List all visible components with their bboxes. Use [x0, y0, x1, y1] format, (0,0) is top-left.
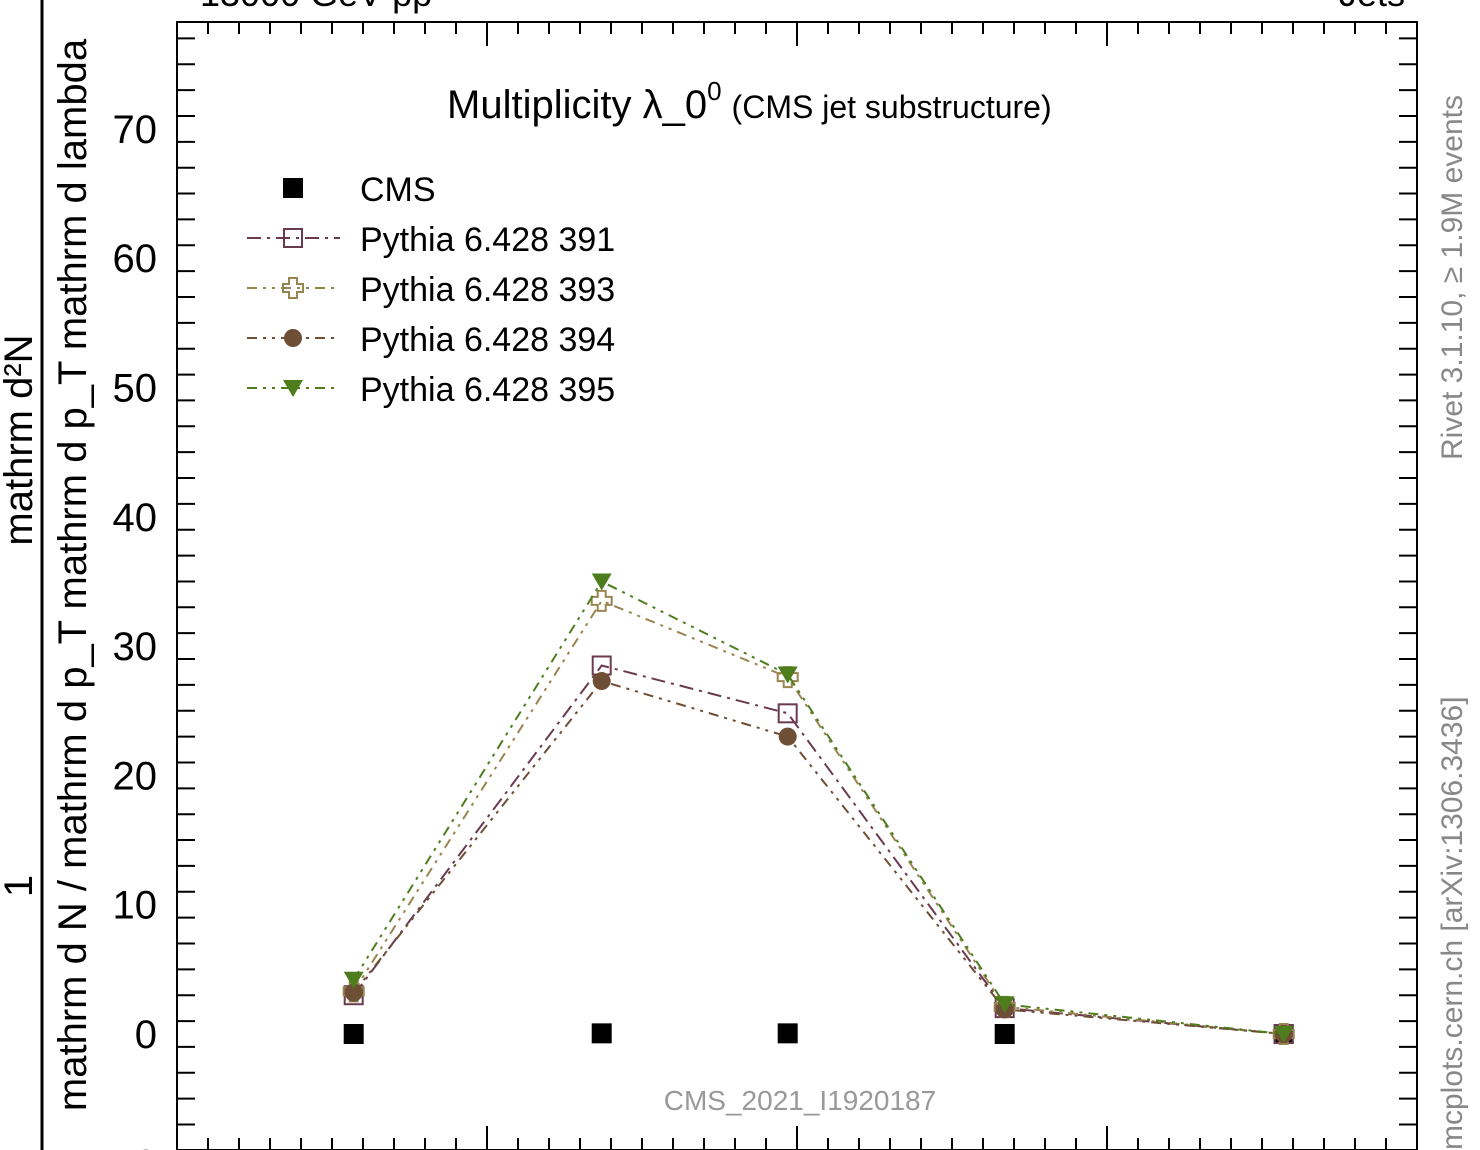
series-3: [344, 672, 1293, 1043]
series-line: [352, 599, 1284, 1035]
data-point: [344, 983, 363, 1002]
legend-label: Pythia 6.428 395: [360, 371, 615, 409]
data-point: [343, 971, 364, 989]
side-label-bottom: mcplots.cern.ch [arXiv:1306.3436]: [1436, 696, 1469, 1150]
data-point: [994, 1024, 1015, 1044]
legend-label: Pythia 6.428 391: [360, 221, 615, 259]
legend-marker: [283, 380, 303, 397]
y-tick-label: 20: [113, 754, 158, 798]
legend-label: Pythia 6.428 393: [360, 271, 615, 309]
data-point: [591, 1023, 612, 1044]
y-tick-labels: -10 0 10 20 30 40 50 60 70: [99, 108, 157, 1150]
data-point: [777, 1023, 798, 1044]
data-point: [1273, 1026, 1294, 1043]
series-line: [352, 580, 1284, 1035]
series-0: [343, 1023, 1294, 1044]
series-line: [352, 664, 1284, 1035]
series-4: [343, 573, 1294, 1043]
data-point: [591, 573, 612, 591]
data-point: [343, 1024, 364, 1044]
y-tick-label: 10: [113, 884, 158, 928]
chart-title-superscript: 0: [707, 76, 721, 106]
y-axis-label-factor: 1: [0, 875, 41, 897]
data-point: [994, 996, 1015, 1014]
data-point: [592, 672, 611, 691]
data-point: [777, 703, 798, 724]
series-1: [343, 655, 1294, 1044]
header-right-label: Jets: [1339, 0, 1405, 14]
header-left-label: 13000 GeV pp: [200, 0, 432, 14]
y-tick-label: 30: [113, 625, 158, 669]
legend-marker: [282, 277, 304, 299]
chart-title: Multiplicity λ_00 (CMS jet substructure): [447, 76, 1052, 127]
chart-title-suffix: (CMS jet substructure): [732, 89, 1052, 125]
series-layer: [342, 573, 1295, 1045]
legend-marker: [283, 178, 303, 198]
axis-ticks: [176, 22, 1418, 1150]
data-point: [778, 727, 797, 746]
series-2: [342, 589, 1295, 1045]
y-tick-label: 50: [113, 367, 158, 411]
legend-marker: [283, 228, 303, 248]
y-axis-label: mathrm d²N mathrm d N / mathrm d p_T mat…: [0, 0, 95, 1150]
y-axis-label-numerator: mathrm d²N: [0, 334, 41, 545]
chart-title-main: Multiplicity λ_0: [447, 83, 707, 127]
side-label-top: Rivet 3.1.10, ≥ 1.9M events: [1436, 95, 1469, 460]
y-axis-label-denominator: mathrm d N / mathrm d p_T mathrm d p_T m…: [51, 38, 95, 1111]
y-tick-label: 70: [113, 108, 158, 152]
y-tick-label: 0: [135, 1013, 157, 1057]
legend-label: CMS: [360, 171, 436, 209]
y-tick-label: 60: [113, 237, 158, 281]
legend-marker: [284, 329, 302, 347]
analysis-watermark: CMS_2021_I1920187: [664, 1085, 936, 1116]
y-tick-label: -10: [99, 1142, 157, 1150]
series-line: [352, 679, 1284, 1035]
y-tick-label: 40: [113, 496, 158, 540]
legend-label: Pythia 6.428 394: [360, 321, 615, 359]
legend: CMS Pythia 6.428 391 Pythia 6.428 393 Pythi…: [247, 171, 615, 409]
data-point: [777, 666, 798, 684]
data-point: [590, 589, 613, 612]
